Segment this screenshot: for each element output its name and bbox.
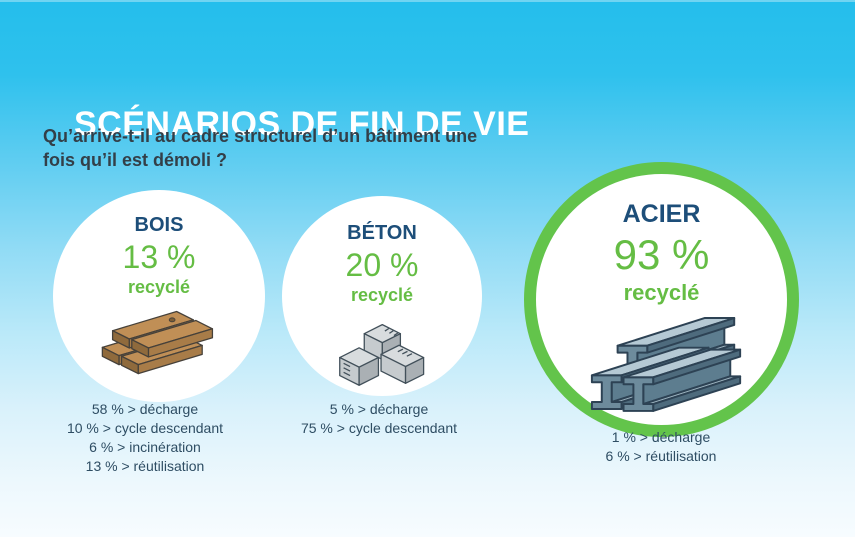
breakdown-item: 75 % > cycle descendant bbox=[300, 420, 458, 436]
concrete-blocks-icon bbox=[339, 323, 425, 386]
breakdown-list-bois: 58 % > décharge 10 % > cycle descendant … bbox=[15, 400, 275, 476]
breakdown-item: 1 % > décharge bbox=[611, 429, 711, 445]
recycled-percent: 20 % bbox=[345, 247, 419, 283]
recycled-label: recyclé bbox=[127, 277, 191, 297]
recycled-percent: 13 % bbox=[122, 239, 196, 275]
page-subtitle: Qu’arrive-t-il au cadre structurel d’un … bbox=[43, 124, 477, 172]
breakdown-item: 10 % > cycle descendant bbox=[66, 420, 224, 436]
breakdown-list-beton: 5 % > décharge 75 % > cycle descendant bbox=[249, 400, 509, 438]
recycled-label: recyclé bbox=[350, 285, 414, 305]
breakdown-item: 58 % > décharge bbox=[91, 401, 199, 417]
material-name: BÉTON bbox=[347, 222, 417, 244]
material-circle-bois: BOIS 13 % recyclé bbox=[53, 190, 265, 402]
material-circle-beton: BÉTON 20 % recyclé bbox=[282, 196, 482, 396]
material-name: ACIER bbox=[622, 200, 701, 228]
material-circle-acier: ACIER 93 % recyclé bbox=[524, 162, 799, 437]
breakdown-item: 5 % > décharge bbox=[329, 401, 429, 417]
steel-beams-icon bbox=[590, 317, 741, 412]
breakdown-item: 6 % > réutilisation bbox=[605, 448, 717, 464]
wood-planks-icon bbox=[101, 310, 214, 375]
subtitle-line-2: fois qu’il est démoli ? bbox=[43, 150, 228, 170]
breakdown-item: 13 % > réutilisation bbox=[85, 458, 205, 474]
breakdown-item: 6 % > incinération bbox=[89, 439, 201, 455]
page-title: SCÉNARIOS DE FIN DE VIE bbox=[74, 104, 530, 143]
recycled-label: recyclé bbox=[623, 280, 700, 305]
recycled-percent: 93 % bbox=[613, 231, 710, 278]
breakdown-list-acier: 1 % > décharge 6 % > réutilisation bbox=[531, 428, 791, 466]
subtitle-line-1: Qu’arrive-t-il au cadre structurel d’un … bbox=[43, 126, 478, 146]
material-name: BOIS bbox=[134, 214, 184, 236]
